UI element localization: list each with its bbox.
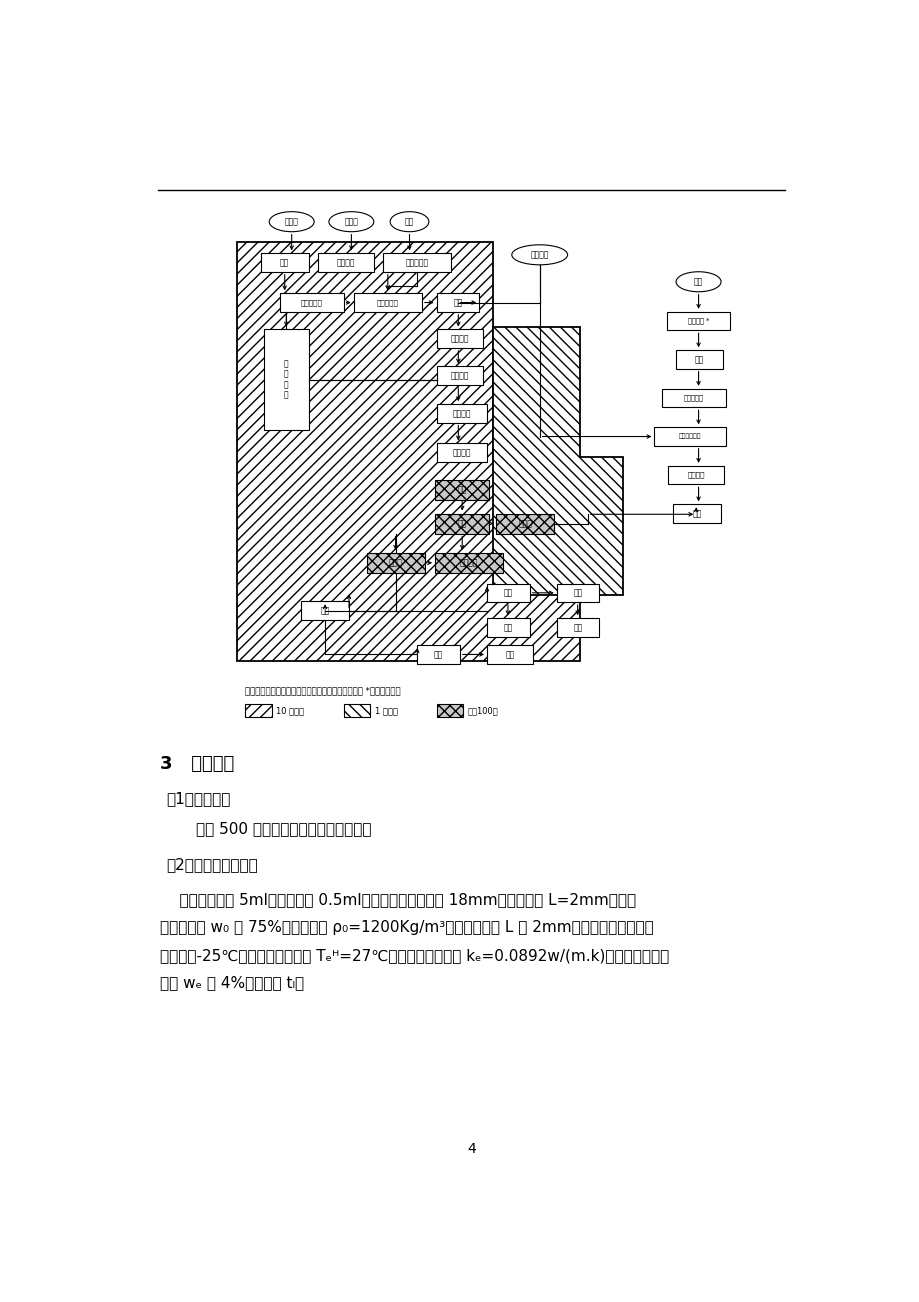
Text: 固种化毒: 固种化毒 bbox=[450, 371, 469, 380]
Text: （2）冻干周期的估算: （2）冻干周期的估算 bbox=[166, 857, 257, 872]
Text: 贵存: 贵存 bbox=[573, 622, 582, 631]
Bar bbox=[486, 646, 533, 664]
Text: 年产 500 万支冻干灭活甲肘疫苗生产线: 年产 500 万支冻干灭活甲肘疫苗生产线 bbox=[196, 822, 371, 836]
Text: 培养基: 培养基 bbox=[285, 217, 299, 227]
Ellipse shape bbox=[390, 212, 428, 232]
Text: 灰菌: 灰菌 bbox=[279, 258, 289, 267]
Text: 高压灭菌: 高压灭菌 bbox=[452, 409, 471, 418]
Bar bbox=[556, 618, 598, 637]
Bar bbox=[344, 704, 369, 717]
Bar bbox=[437, 704, 462, 717]
Text: 出苗器: 出苗器 bbox=[518, 519, 532, 529]
Text: 局部100级: 局部100级 bbox=[467, 706, 498, 715]
Text: 水率 wₑ 为 4%所需时间 tₗ。: 水率 wₑ 为 4%所需时间 tₗ。 bbox=[160, 975, 304, 991]
Text: 西林瓶容量为 5ml，装液量为 0.5ml，西林瓶底部直径为 18mm，装液高度 L=2mm。物料: 西林瓶容量为 5ml，装液量为 0.5ml，西林瓶底部直径为 18mm，装液高度… bbox=[160, 892, 635, 907]
Text: 注射用水: 注射用水 bbox=[530, 250, 549, 259]
Text: 冻存平摩: 冻存平摩 bbox=[460, 559, 478, 568]
Bar bbox=[382, 254, 451, 272]
Bar bbox=[673, 504, 720, 523]
Bar bbox=[437, 329, 482, 348]
Bar bbox=[417, 646, 460, 664]
Ellipse shape bbox=[675, 272, 720, 292]
Text: 入库: 入库 bbox=[503, 622, 513, 631]
Bar bbox=[435, 553, 503, 573]
Text: 注射用水处理: 注射用水处理 bbox=[678, 434, 700, 439]
Text: 说明：洁净级别设置可以根据具体设备情况适当调整 *用于天然橡胶: 说明：洁净级别设置可以根据具体设备情况适当调整 *用于天然橡胶 bbox=[245, 686, 401, 695]
Bar bbox=[486, 618, 529, 637]
Bar bbox=[437, 444, 486, 462]
Text: 注射用水处: 注射用水处 bbox=[301, 299, 323, 306]
Bar bbox=[675, 350, 721, 368]
Text: 灭菌: 灭菌 bbox=[457, 486, 466, 495]
Bar bbox=[367, 553, 425, 573]
Ellipse shape bbox=[511, 245, 567, 264]
Text: 培养基灭菌: 培养基灭菌 bbox=[377, 299, 398, 306]
Text: 1 万级区: 1 万级区 bbox=[374, 706, 397, 715]
Bar bbox=[279, 293, 344, 311]
Bar bbox=[666, 311, 730, 331]
Bar bbox=[435, 513, 489, 534]
Text: 半
连
发
罐: 半 连 发 罐 bbox=[284, 359, 289, 400]
Text: 初始含水率 w₀ 为 75%，初始密度 ρ₀=1200Kg/m³，冻结后厚度 L 为 2mm。干燥腔内的冻结相: 初始含水率 w₀ 为 75%，初始密度 ρ₀=1200Kg/m³，冻结后厚度 L… bbox=[160, 921, 653, 935]
Bar bbox=[653, 427, 725, 445]
Text: 入库: 入库 bbox=[434, 650, 443, 659]
Text: 10 万级区: 10 万级区 bbox=[276, 706, 304, 715]
Text: 配液: 配液 bbox=[457, 519, 466, 529]
Text: 的温度为-25℃，干燥室气体温度 Tₑᵸ=27℃，干燥层的热导率 kₑ=0.0892w/(m.k)，估算干燥至含: 的温度为-25℃，干燥室气体温度 Tₑᵸ=27℃，干燥层的热导率 kₑ=0.08… bbox=[160, 948, 668, 962]
Bar bbox=[260, 254, 309, 272]
Text: 接种: 接种 bbox=[453, 298, 462, 307]
Bar bbox=[245, 704, 271, 717]
Text: 蒸汽灭菌: 蒸汽灭菌 bbox=[686, 471, 704, 478]
Bar bbox=[264, 329, 309, 430]
Bar bbox=[301, 602, 348, 620]
Text: 灵装器: 灵装器 bbox=[389, 559, 403, 568]
Text: 目检: 目检 bbox=[503, 589, 513, 598]
Text: （1）设计课题: （1）设计课题 bbox=[166, 790, 231, 806]
Text: 4: 4 bbox=[467, 1142, 475, 1156]
Bar bbox=[662, 389, 725, 408]
Bar bbox=[495, 513, 554, 534]
Text: 稀化水处: 稀化水处 bbox=[336, 258, 355, 267]
Text: 平摩: 平摩 bbox=[692, 509, 701, 518]
Bar bbox=[437, 366, 482, 385]
Bar bbox=[318, 254, 373, 272]
Bar bbox=[486, 583, 529, 602]
Text: 粗洗: 粗洗 bbox=[694, 355, 703, 365]
Text: 玻璃: 玻璃 bbox=[693, 277, 702, 286]
Bar bbox=[667, 466, 723, 484]
Bar bbox=[353, 293, 422, 311]
Text: 菌种培养: 菌种培养 bbox=[450, 335, 469, 344]
Text: 压塑: 压塑 bbox=[320, 605, 329, 615]
Bar bbox=[556, 583, 598, 602]
Text: 酸碱处理 *: 酸碱处理 * bbox=[687, 318, 709, 324]
Text: 原料: 原料 bbox=[404, 217, 414, 227]
Ellipse shape bbox=[269, 212, 313, 232]
Ellipse shape bbox=[329, 212, 373, 232]
Text: 营养剂: 营养剂 bbox=[344, 217, 357, 227]
Text: 培养基配制: 培养基配制 bbox=[405, 258, 428, 267]
Text: 儲存: 儲存 bbox=[505, 650, 515, 659]
Polygon shape bbox=[237, 242, 579, 660]
Text: 3   物料衡算: 3 物料衡算 bbox=[160, 755, 234, 773]
Bar bbox=[437, 293, 479, 311]
Bar bbox=[437, 404, 486, 423]
Bar bbox=[435, 479, 489, 500]
Text: 贴标: 贴标 bbox=[573, 589, 582, 598]
Polygon shape bbox=[493, 327, 622, 595]
Text: 高压灭活: 高压灭活 bbox=[452, 448, 471, 457]
Text: 稀化水处理: 稀化水处理 bbox=[683, 395, 703, 401]
